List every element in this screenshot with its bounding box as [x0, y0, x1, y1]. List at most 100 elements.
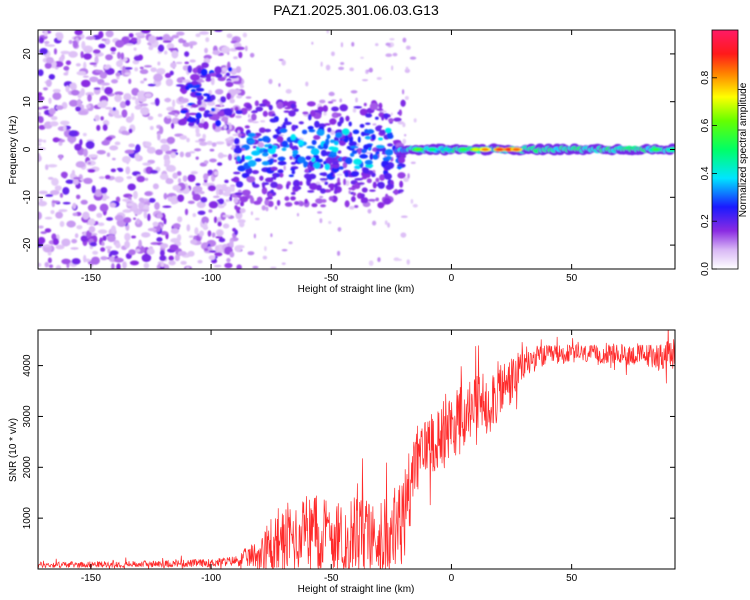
heatmap-cell	[292, 149, 299, 155]
heatmap-cell	[101, 85, 105, 91]
heatmap-cell	[187, 200, 195, 205]
heatmap-cell	[384, 220, 388, 225]
heatmap-cell	[176, 234, 182, 242]
heatmap-cell	[114, 257, 124, 263]
heatmap-cell	[215, 73, 223, 78]
heatmap-cell	[121, 156, 131, 163]
heatmap-cell	[324, 123, 331, 126]
heatmap-cell	[307, 125, 314, 130]
heatmap-cell	[329, 139, 336, 144]
heatmap-cell	[187, 65, 193, 73]
heatmap-cell	[80, 88, 85, 97]
heatmap-cell	[165, 178, 174, 185]
heatmap-cell	[328, 183, 336, 189]
heatmap-cell	[281, 249, 288, 252]
heatmap-cell	[104, 174, 111, 180]
heatmap-cell	[124, 72, 132, 76]
heatmap-cell	[459, 148, 467, 151]
heatmap-cell	[136, 175, 145, 183]
heatmap-cell	[60, 50, 70, 55]
heatmap-cell	[279, 172, 284, 178]
heatmap-cell	[398, 189, 404, 193]
heatmap-cell	[241, 154, 246, 162]
heatmap-cell	[374, 116, 379, 120]
heatmap-cell	[375, 177, 380, 183]
heatmap-cell	[306, 145, 316, 149]
heatmap-cell	[48, 73, 56, 80]
heatmap-cell	[365, 122, 371, 126]
heatmap-cell	[320, 149, 327, 157]
heatmap-cell	[48, 107, 56, 115]
heatmap-cell	[134, 104, 142, 110]
heatmap-cell	[152, 183, 159, 190]
heatmap-cell	[332, 160, 339, 165]
heatmap-cell	[38, 153, 41, 162]
heatmap-cell	[363, 102, 367, 107]
heatmap-cell	[55, 105, 64, 111]
heatmap-cell	[388, 118, 394, 123]
heatmap-cell	[38, 211, 42, 220]
heatmap-cell	[65, 85, 70, 93]
heatmap-cell	[153, 73, 163, 82]
heatmap-cell	[652, 148, 660, 151]
heatmap-cell	[346, 145, 352, 150]
heatmap-cell	[361, 187, 368, 193]
heatmap-cell	[204, 113, 213, 118]
heatmap-cell	[142, 162, 152, 166]
heatmap-cell	[182, 79, 191, 83]
heatmap-cell	[339, 104, 348, 112]
heatmap-cell	[141, 253, 152, 263]
heatmap-cell	[157, 44, 165, 52]
heatmap-cell	[403, 133, 407, 137]
heatmap-cell	[333, 190, 338, 195]
heatmap-cell	[128, 128, 133, 134]
y-tick-label: 10	[22, 96, 33, 108]
heatmap-cell	[83, 254, 87, 263]
heatmap-cell	[308, 129, 316, 133]
heatmap-cell	[75, 106, 82, 112]
heatmap-cell	[109, 250, 119, 256]
heatmap-cell	[38, 143, 42, 146]
heatmap-cell	[214, 88, 224, 95]
heatmap-cell	[38, 225, 44, 229]
heatmap-cell	[359, 154, 368, 159]
heatmap-cell	[215, 104, 225, 107]
heatmap-cell	[294, 201, 300, 206]
heatmap-cell	[190, 239, 198, 245]
heatmap-cell	[281, 147, 287, 151]
heatmap-cell	[360, 56, 364, 59]
heatmap-cell	[301, 129, 308, 135]
heatmap-cell	[163, 218, 167, 225]
heatmap-cell	[311, 41, 314, 45]
heatmap-cell	[218, 237, 226, 243]
heatmap-cell	[150, 67, 157, 73]
heatmap-cell	[321, 199, 327, 203]
heatmap-cell	[341, 128, 350, 136]
heatmap-cell	[325, 157, 334, 165]
heatmap-cell	[261, 205, 266, 211]
heatmap-cell	[321, 172, 328, 177]
heatmap-cell	[143, 77, 148, 81]
heatmap-cell	[115, 196, 121, 203]
heatmap-cell	[264, 199, 270, 206]
heatmap-cell	[386, 184, 394, 188]
heatmap-cell	[230, 185, 235, 193]
heatmap-cell	[83, 45, 94, 54]
heatmap-cell	[352, 108, 357, 113]
heatmap-cell	[114, 214, 124, 221]
heatmap-cell	[70, 89, 80, 96]
heatmap-cell	[289, 155, 293, 160]
heatmap-cell	[241, 189, 251, 196]
heatmap-cell	[74, 30, 83, 36]
heatmap-cell	[234, 192, 244, 196]
heatmap-cell	[385, 53, 393, 57]
x-tick-label: -100	[201, 273, 221, 284]
heatmap-cell	[481, 148, 489, 151]
heatmap-cell	[111, 108, 120, 117]
heatmap-cell	[386, 131, 393, 139]
heatmap-cell	[396, 166, 403, 169]
heatmap-cell	[235, 109, 243, 115]
heatmap-cell	[281, 59, 286, 66]
heatmap-cell	[114, 141, 121, 146]
heatmap-cell	[217, 221, 222, 227]
